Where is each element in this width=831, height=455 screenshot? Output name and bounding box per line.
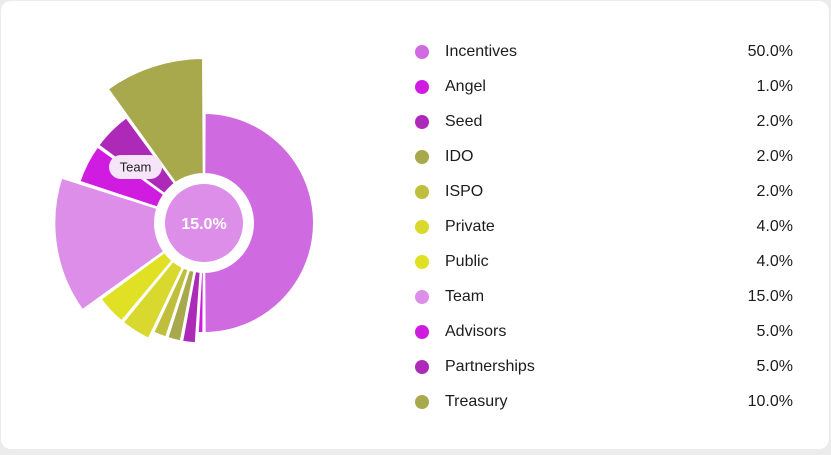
legend-value: 5.0% xyxy=(756,357,793,375)
legend-label: IDO xyxy=(445,147,474,165)
legend-value: 2.0% xyxy=(756,147,793,165)
legend-item-advisors[interactable]: Advisors 5.0% xyxy=(415,314,793,349)
legend-label: Incentives xyxy=(445,42,518,60)
legend-label: Public xyxy=(445,252,489,270)
legend-item-ispo[interactable]: ISPO 2.0% xyxy=(415,174,793,209)
legend-value: 2.0% xyxy=(756,182,793,200)
legend-value: 4.0% xyxy=(756,252,793,270)
legend-item-public[interactable]: Public 4.0% xyxy=(415,244,793,279)
allocation-pie-chart[interactable]: 15.0% Team xyxy=(1,1,401,449)
legend-value: 2.0% xyxy=(756,112,793,130)
legend-item-angel[interactable]: Angel 1.0% xyxy=(415,69,793,104)
center-disc xyxy=(165,184,243,262)
legend-value: 50.0% xyxy=(747,42,793,60)
legend-item-team[interactable]: Team 15.0% xyxy=(415,279,793,314)
legend-item-ido[interactable]: IDO 2.0% xyxy=(415,139,793,174)
slice-team[interactable] xyxy=(53,176,207,312)
legend-swatch xyxy=(415,184,429,199)
legend-swatch xyxy=(415,44,429,59)
legend-swatch xyxy=(415,289,429,304)
legend-swatch xyxy=(415,149,429,164)
chart-legend: Incentives 50.0% Angel 1.0% Seed 2.0% IDO 2.0% I… xyxy=(415,34,793,419)
legend-label: Private xyxy=(445,217,495,235)
legend-label: Advisors xyxy=(445,322,507,340)
legend-label: Seed xyxy=(445,112,483,130)
allocation-chart: 15.0% Team xyxy=(1,1,401,449)
legend-value: 5.0% xyxy=(756,322,793,340)
tooltip-label: Team xyxy=(120,160,152,175)
slice-incentives[interactable] xyxy=(202,111,315,335)
tooltip: Team xyxy=(109,155,162,179)
legend-label: Angel xyxy=(445,77,486,95)
legend-value: 10.0% xyxy=(747,392,793,410)
legend-value: 4.0% xyxy=(756,217,793,235)
legend-value: 1.0% xyxy=(756,77,793,95)
legend-swatch xyxy=(415,254,429,269)
legend-label: ISPO xyxy=(445,182,484,200)
legend-value: 15.0% xyxy=(747,287,793,305)
legend-swatch xyxy=(415,114,429,129)
center-value-label: 15.0% xyxy=(181,216,226,233)
legend-swatch xyxy=(415,324,429,339)
legend-label: Partnerships xyxy=(445,357,535,375)
legend-item-partnerships[interactable]: Partnerships 5.0% xyxy=(415,349,793,384)
tooltip-box xyxy=(109,155,162,179)
legend-swatch xyxy=(415,219,429,234)
legend-item-incentives[interactable]: Incentives 50.0% xyxy=(415,34,793,69)
legend-item-seed[interactable]: Seed 2.0% xyxy=(415,104,793,139)
legend-label: Treasury xyxy=(445,392,508,410)
legend-swatch xyxy=(415,79,429,94)
legend-label: Team xyxy=(445,287,485,305)
legend-swatch xyxy=(415,359,429,374)
legend-item-treasury[interactable]: Treasury 10.0% xyxy=(415,384,793,419)
legend-item-private[interactable]: Private 4.0% xyxy=(415,209,793,244)
legend-swatch xyxy=(415,394,429,409)
